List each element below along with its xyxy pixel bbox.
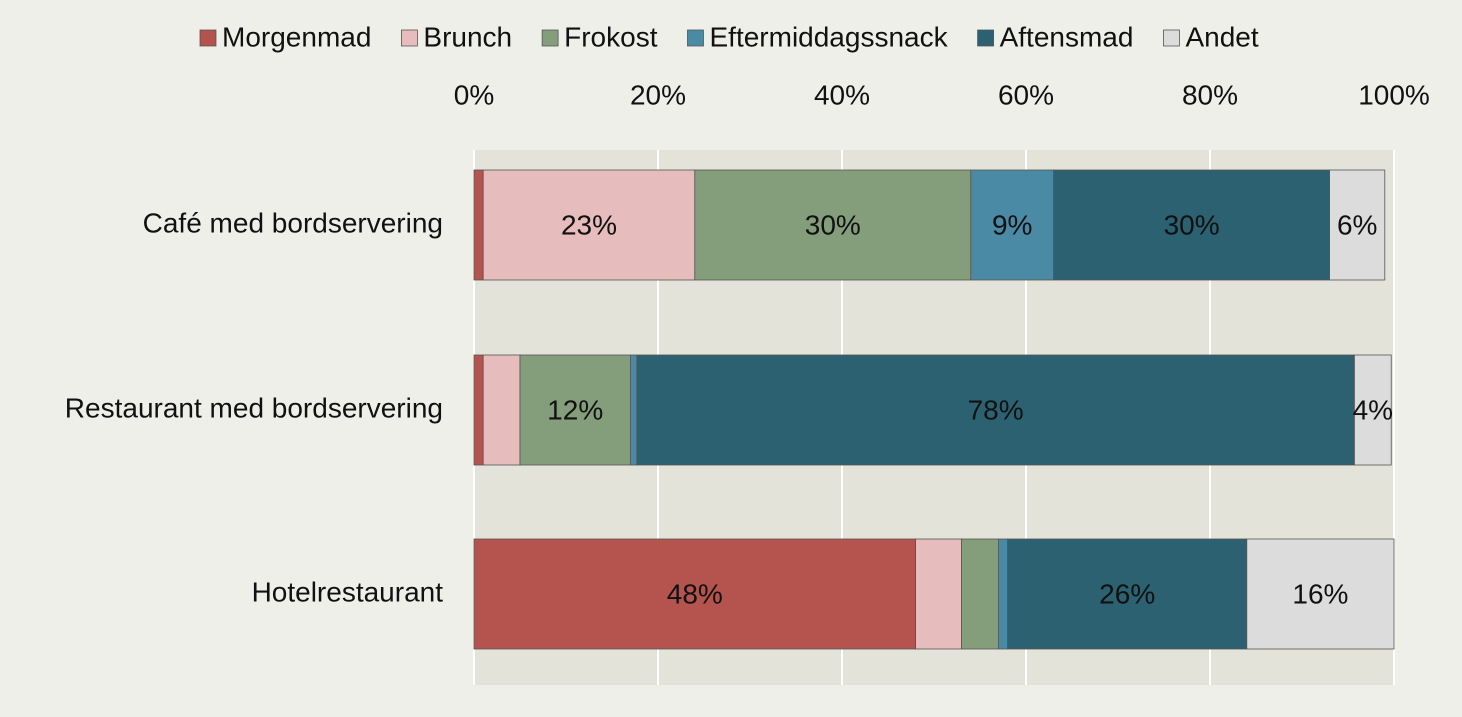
bar-segment — [1053, 169, 1330, 281]
bar-segment — [1354, 354, 1392, 466]
x-tick-label: 100% — [1358, 79, 1430, 110]
bar-segment — [630, 354, 638, 466]
bar-segment — [1329, 169, 1386, 281]
x-tick-label: 20% — [630, 79, 686, 110]
bar-segment — [473, 354, 484, 466]
bar-segment — [1246, 538, 1395, 650]
legend-swatch — [977, 29, 994, 47]
bar-segment — [482, 354, 521, 466]
x-tick-label: 40% — [814, 79, 870, 110]
value-label: 4% — [1353, 394, 1393, 425]
legend-label: Andet — [1185, 21, 1258, 52]
legend-swatch — [1163, 29, 1180, 47]
bar-segment — [915, 538, 962, 650]
bar-segment — [998, 538, 1009, 650]
value-label: 23% — [561, 209, 617, 240]
legend-label: Eftermiddagssnack — [709, 21, 948, 52]
x-tick-label: 80% — [1182, 79, 1238, 110]
bar-segment — [961, 538, 999, 650]
bar-segment — [519, 354, 631, 466]
bar-segment — [970, 169, 1054, 281]
bar-segment — [473, 538, 917, 650]
bar-segment — [482, 169, 696, 281]
x-tick-label: 60% — [998, 79, 1054, 110]
y-tick-label: Café med bordservering — [143, 207, 443, 238]
value-label: 16% — [1292, 578, 1348, 609]
value-label: 6% — [1337, 209, 1377, 240]
y-tick-label: Restaurant med bordservering — [65, 392, 443, 423]
y-tick-label: Hotelrestaurant — [252, 576, 444, 607]
legend-label: Frokost — [564, 21, 658, 52]
legend-swatch — [401, 29, 418, 47]
value-label: 26% — [1099, 578, 1155, 609]
legend-label: Morgenmad — [222, 21, 371, 52]
bar-segment — [473, 169, 484, 281]
legend-swatch — [687, 29, 704, 47]
legend-swatch — [199, 29, 217, 47]
x-tick-label: 0% — [454, 79, 494, 110]
value-label: 78% — [968, 394, 1024, 425]
value-label: 12% — [547, 394, 603, 425]
legend-label: Brunch — [423, 21, 512, 52]
legend-label: Aftensmad — [1000, 21, 1134, 52]
legend-swatch — [541, 29, 559, 47]
bar-segment — [636, 354, 1355, 466]
value-label: 30% — [805, 209, 861, 240]
bar-segment — [1007, 538, 1248, 650]
bar-segment — [694, 169, 972, 281]
value-label: 30% — [1164, 209, 1220, 240]
value-label: 48% — [667, 578, 723, 609]
value-label: 9% — [992, 209, 1032, 240]
